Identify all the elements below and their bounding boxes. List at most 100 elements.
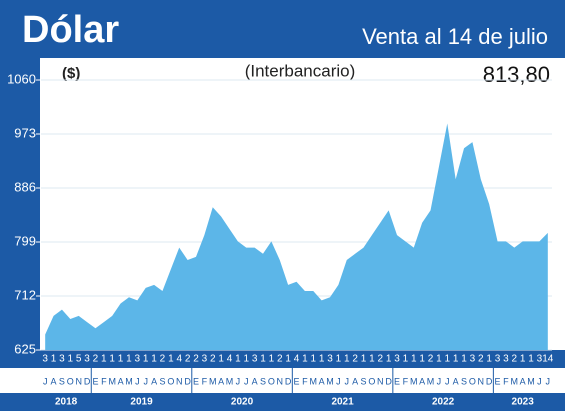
day-label: 2 (93, 354, 99, 365)
x-tick-label: J (135, 376, 140, 386)
x-tick-label: F (202, 376, 208, 386)
year-band (0, 393, 565, 411)
day-label: 3 (470, 354, 476, 365)
day-label: 1 (101, 354, 107, 365)
day-label: 1 (68, 354, 74, 365)
x-tick-label: J (445, 376, 450, 386)
x-tick-label: S (361, 376, 367, 386)
day-label: 1 (269, 354, 275, 365)
y-tick-label: 886 (14, 179, 36, 194)
day-label: 1 (403, 354, 409, 365)
day-label: 1 (151, 354, 157, 365)
x-tick-label: A (51, 376, 57, 386)
x-tick-label: A (218, 376, 224, 386)
x-tick-label: A (453, 376, 459, 386)
day-label: 4 (227, 354, 233, 365)
x-tick-label: O (167, 376, 174, 386)
x-tick-label: M (511, 376, 519, 386)
year-label: 2021 (331, 397, 354, 408)
day-label: 1 (453, 354, 459, 365)
day-label: 1 (310, 354, 316, 365)
x-tick-label: S (260, 376, 266, 386)
x-tick-label: M (125, 376, 133, 386)
day-label: 2 (210, 354, 216, 365)
day-label: 3 (59, 354, 65, 365)
x-tick-label: J (546, 376, 551, 386)
x-tick-label: D (285, 376, 292, 386)
x-tick-label: J (43, 376, 48, 386)
day-label: 3 (495, 354, 501, 365)
day-label: 1 (126, 354, 132, 365)
year-label: 2019 (130, 397, 153, 408)
x-tick-label: O (67, 376, 74, 386)
year-label: 2018 (55, 397, 78, 408)
x-tick-label: F (503, 376, 509, 386)
last-value: 813,80 (483, 62, 550, 87)
day-label: 1 (260, 354, 266, 365)
day-label: 1 (419, 354, 425, 365)
x-tick-label: E (92, 376, 98, 386)
x-tick-label: M (410, 376, 418, 386)
day-label: 5 (76, 354, 82, 365)
x-tick-label: E (193, 376, 199, 386)
x-tick-label: S (159, 376, 165, 386)
x-tick-label: A (252, 376, 258, 386)
day-label: 3 (42, 354, 48, 365)
day-label: 2 (352, 354, 358, 365)
x-tick-label: E (394, 376, 400, 386)
note: (Interbancario) (245, 61, 356, 80)
day-label: 2 (377, 354, 383, 365)
day-label: 2 (428, 354, 434, 365)
x-tick-label: N (478, 376, 485, 386)
day-label: 1 (285, 354, 291, 365)
day-label: 3 (327, 354, 333, 365)
day-label: 1 (302, 354, 308, 365)
day-label: 1 (361, 354, 367, 365)
y-tick-label: 799 (14, 233, 36, 248)
chart-title: Dólar (22, 9, 119, 51)
day-label: 1 (461, 354, 467, 365)
chart-subtitle: Venta al 14 de julio (362, 24, 548, 49)
x-tick-label: A (352, 376, 358, 386)
day-label: 1 (411, 354, 417, 365)
day-label: 1 (445, 354, 451, 365)
year-label: 2023 (512, 397, 535, 408)
x-tick-label: E (495, 376, 501, 386)
y-tick-label: 973 (14, 125, 36, 140)
x-tick-label: S (59, 376, 65, 386)
day-label: 3 (84, 354, 90, 365)
year-label: 2022 (432, 397, 455, 408)
area (45, 123, 548, 350)
day-label: 3 (537, 354, 543, 365)
x-tick-label: J (345, 376, 350, 386)
x-tick-label: N (75, 376, 82, 386)
x-tick-label: J (236, 376, 241, 386)
x-tick-label: D (84, 376, 91, 386)
x-tick-label: M (310, 376, 318, 386)
x-tick-label: A (319, 376, 325, 386)
day-label: 1 (243, 354, 249, 365)
day-label: 1 (486, 354, 492, 365)
x-tick-label: N (176, 376, 183, 386)
x-tick-label: A (151, 376, 157, 386)
x-tick-label: F (302, 376, 308, 386)
day-label: 1 (520, 354, 526, 365)
day-label: 1 (143, 354, 149, 365)
x-tick-label: M (108, 376, 116, 386)
day-label: 1 (118, 354, 124, 365)
day-label: 2 (512, 354, 518, 365)
day-label: 2 (160, 354, 166, 365)
x-tick-label: N (377, 376, 384, 386)
x-tick-label: S (461, 376, 467, 386)
axis-band (0, 58, 40, 350)
x-tick-label: A (419, 376, 425, 386)
x-tick-label: N (276, 376, 283, 386)
x-tick-label: J (244, 376, 249, 386)
day-label: 2 (277, 354, 283, 365)
day-label: 1 (168, 354, 174, 365)
day-label: 1 (436, 354, 442, 365)
day-band (0, 350, 565, 368)
x-tick-label: D (486, 376, 493, 386)
x-tick-label: F (403, 376, 409, 386)
x-tick-label: A (118, 376, 124, 386)
